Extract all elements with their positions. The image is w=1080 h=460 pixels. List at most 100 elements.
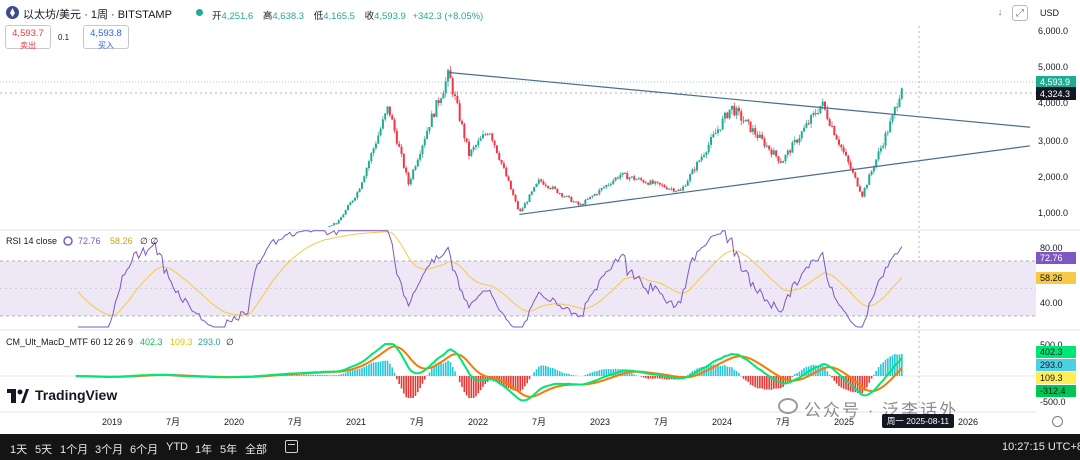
candle-body: [626, 173, 629, 180]
macd-histogram-bar: [866, 376, 868, 388]
macd-histogram-bar: [835, 376, 838, 384]
candle-body: [358, 188, 361, 193]
macd-histogram-bar: [544, 365, 547, 376]
candle-body: [488, 133, 491, 135]
macd-histogram-bar: [524, 376, 526, 387]
macd-histogram-bar: [300, 374, 303, 376]
sell-button[interactable]: 4,593.7 卖出: [5, 25, 51, 50]
range-1d-button[interactable]: 1天: [10, 444, 28, 456]
macd-histogram-bar: [684, 376, 687, 377]
candle-body: [835, 135, 838, 140]
candle-body: [886, 132, 889, 134]
macd-histogram-bar: [440, 363, 442, 376]
macd-histogram-bar: [593, 371, 596, 376]
macd-histogram-bar: [756, 376, 759, 389]
candle-body: [519, 209, 522, 211]
wechat-icon: [778, 398, 798, 414]
arrow-down-icon[interactable]: ↓: [997, 7, 1003, 18]
candle-body: [535, 183, 538, 188]
candle-body: [367, 161, 370, 168]
macd-histogram-bar: [554, 368, 556, 376]
macd-histogram-bar: [607, 369, 610, 376]
candle-body: [840, 144, 843, 148]
clock-readout[interactable]: 10:27:15 UTC+8: [1002, 441, 1080, 453]
candle-body: [374, 143, 377, 149]
macd-histogram-bar: [814, 365, 817, 376]
range-6m-button[interactable]: 6个月: [130, 444, 159, 456]
macd-histogram-bar: [335, 375, 338, 376]
timezone-settings-icon[interactable]: [1052, 416, 1063, 427]
candle-body: [454, 94, 457, 96]
macd-histogram-bar: [351, 370, 354, 376]
macd-histogram-bar: [873, 374, 875, 376]
range-5y-button[interactable]: 5年: [220, 444, 238, 456]
macd-histogram-bar: [463, 376, 466, 393]
candle-body: [721, 118, 724, 130]
macd-tag-3: [1036, 372, 1076, 384]
candle-body: [419, 153, 422, 160]
macd-histogram-bar: [405, 376, 407, 398]
macd-tag-2-text: 293.0: [1040, 360, 1063, 370]
ohlc-open-key: 开: [212, 11, 222, 22]
chart-canvas[interactable]: 6,000.0 5,000.0 4,000.0 3,000.0 2,000.0 …: [0, 0, 1080, 434]
candle-body: [572, 201, 575, 203]
candle-body: [740, 111, 743, 121]
candle-body: [656, 181, 659, 183]
macd-histogram-bar: [379, 361, 382, 376]
macd-histogram-bar: [600, 369, 603, 376]
candle-body: [428, 127, 431, 131]
macd-histogram-bar: [417, 376, 419, 393]
macd-histogram-bar: [870, 376, 873, 379]
candle-body: [805, 123, 808, 128]
macd-histogram-bar: [654, 376, 656, 379]
macd-histogram-bar: [717, 364, 719, 376]
macd-histogram-bar: [714, 364, 717, 376]
macd-histogram-bar: [365, 365, 368, 376]
macd-histogram-bar: [400, 376, 403, 389]
candle-body: [698, 160, 701, 162]
macd-histogram-bar: [342, 373, 345, 376]
buy-button[interactable]: 4,593.8 买入: [83, 25, 129, 50]
range-1m-button[interactable]: 1个月: [60, 444, 89, 456]
candle-body: [782, 161, 785, 163]
macd-histogram-bar: [421, 376, 424, 384]
macd-histogram-bar: [796, 373, 798, 376]
macd-histogram-bar: [786, 376, 789, 382]
fullscreen-icon[interactable]: ⤢: [1012, 5, 1028, 21]
range-ytd-button[interactable]: YTD: [166, 441, 188, 453]
candle-body: [407, 172, 410, 185]
currency-selector[interactable]: USD: [1040, 8, 1060, 18]
symbol-title[interactable]: 以太坊/美元 · 1周 · BITSTAMP: [23, 9, 172, 21]
candle-body: [330, 225, 333, 227]
macd-histogram-bar: [428, 372, 431, 376]
candle-body: [514, 195, 517, 202]
macd-histogram-bar: [791, 376, 794, 377]
macd-histogram-bar: [686, 375, 689, 376]
candle-body: [328, 225, 331, 227]
macd-label: CM_Ult_MacD_MTF 60 12 26 9: [6, 337, 133, 347]
candle-body: [593, 194, 596, 196]
candle-body: [484, 134, 487, 136]
macd-histogram-bar: [775, 376, 777, 389]
macd-histogram-bar: [349, 370, 352, 376]
candle-body: [512, 189, 515, 196]
range-all-button[interactable]: 全部: [245, 444, 267, 456]
candle-body: [472, 147, 475, 150]
calendar-icon[interactable]: [285, 440, 298, 453]
range-3m-button[interactable]: 3个月: [95, 444, 124, 456]
candle-body: [877, 151, 880, 160]
candle-body: [716, 129, 719, 133]
candle-body: [672, 188, 675, 192]
candle-body: [333, 223, 336, 226]
candle-body: [872, 167, 875, 172]
range-5d-button[interactable]: 5天: [35, 444, 53, 456]
candle-body: [363, 176, 366, 183]
macd-histogram-bar: [565, 373, 568, 376]
candle-body: [570, 196, 573, 202]
macd-histogram-bar: [868, 376, 871, 383]
macd-histogram-bar: [812, 364, 815, 376]
candle-body: [377, 135, 380, 144]
range-1y-button[interactable]: 1年: [195, 444, 213, 456]
candle-body: [521, 208, 524, 211]
rsi-settings-icon[interactable]: [63, 236, 73, 246]
